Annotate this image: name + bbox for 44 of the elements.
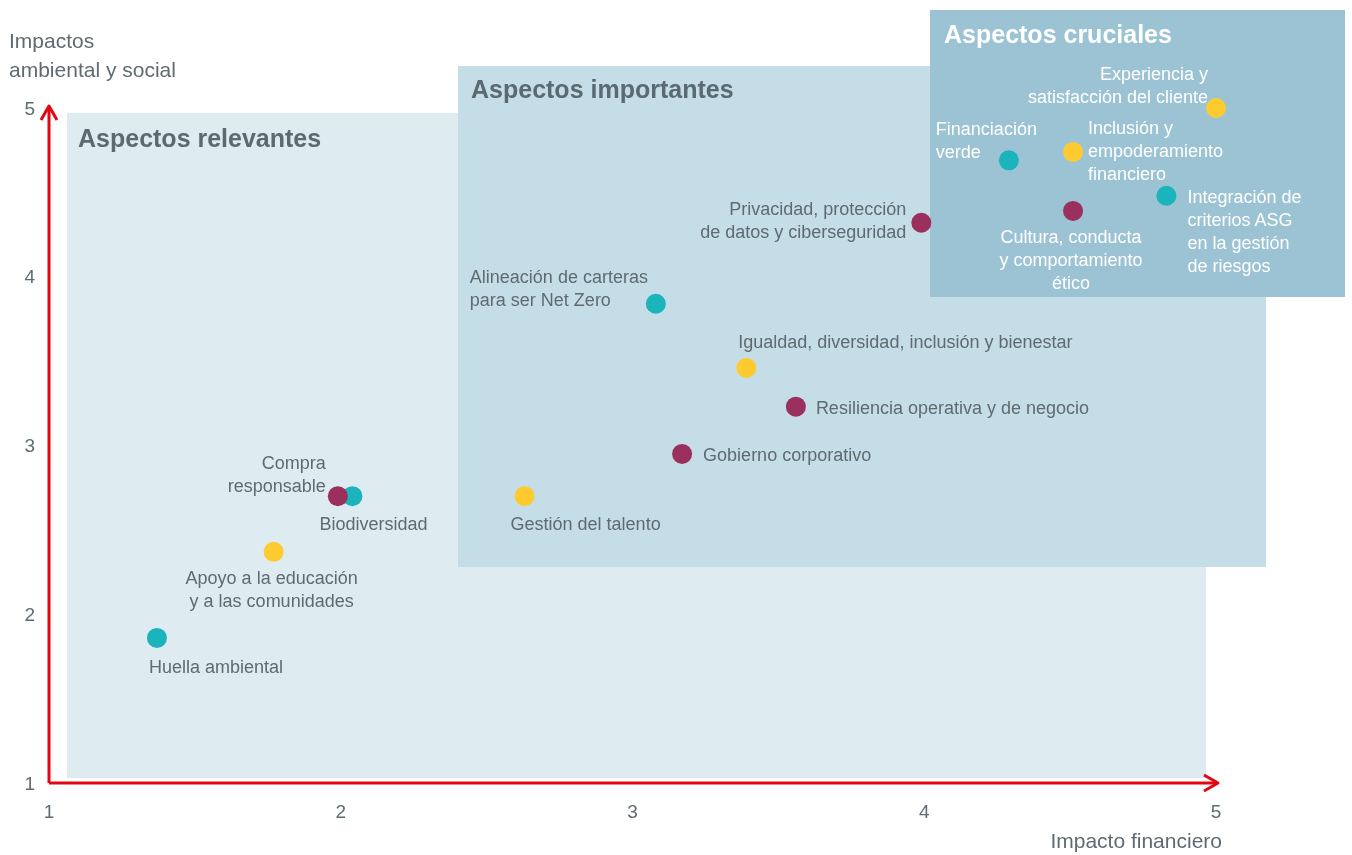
point: [1063, 141, 1084, 162]
point: [645, 293, 666, 314]
annotation: Integración de criterios ASG en la gestión de riesgos: [1187, 186, 1302, 276]
point: [327, 486, 348, 507]
text: Aspectos cruciales: [944, 20, 1172, 48]
x-tick-label: 5: [1210, 801, 1222, 823]
point: [672, 443, 693, 464]
point: [736, 357, 757, 378]
annotation: Compra responsable: [227, 453, 327, 497]
annotation: Gestión del talento: [510, 514, 661, 535]
y-tick-label: 3: [24, 435, 35, 457]
point: [911, 212, 932, 233]
point: [1063, 200, 1084, 221]
annotation: Financiación verde: [935, 119, 1037, 163]
annotation: Privacidad, protección de datos y ciberseguridad: [700, 198, 907, 242]
annotation: Biodiversidad: [319, 514, 428, 535]
point: [998, 150, 1019, 171]
annotation: Gobierno corporativo: [703, 444, 872, 465]
point: [514, 486, 535, 507]
y-tick-label: 1: [24, 772, 35, 794]
annotation: Huella ambiental: [148, 656, 284, 677]
x-tick-label: 3: [627, 801, 638, 823]
text: Aspectos importantes: [471, 75, 734, 103]
y-tick-label: 5: [24, 97, 35, 119]
x-tick-label: 2: [335, 801, 347, 823]
annotation: Alineación de carteras para ser Net Zero: [469, 266, 648, 310]
point: [1206, 98, 1226, 118]
y-tick-label: 4: [24, 266, 36, 288]
y-axis-title: Impactos ambiental y social: [9, 29, 176, 81]
annotation: Inclusión y empoderamiento financiero: [1088, 117, 1224, 184]
point: [1156, 185, 1177, 206]
annotation: Apoyo a la educación y a las comunidades: [185, 567, 358, 611]
annotation: Cultura, conducta y comportamiento ético: [999, 226, 1143, 293]
point: [785, 396, 806, 417]
x-tick-label: 4: [918, 801, 930, 823]
point: [263, 541, 284, 562]
x-tick-label: 1: [43, 801, 55, 823]
y-tick-label: 2: [24, 603, 35, 625]
x-axis-title: Impacto financiero: [1050, 829, 1222, 852]
annotation: Experiencia y satisfacción del cliente: [1027, 64, 1208, 107]
point: [146, 627, 167, 648]
annotation: Resiliencia operativa y de negocio: [815, 397, 1090, 418]
annotation: Igualdad, diversidad, inclusión y bienestar: [738, 331, 1073, 352]
annotation: Aspectos relevantes: [78, 124, 322, 152]
